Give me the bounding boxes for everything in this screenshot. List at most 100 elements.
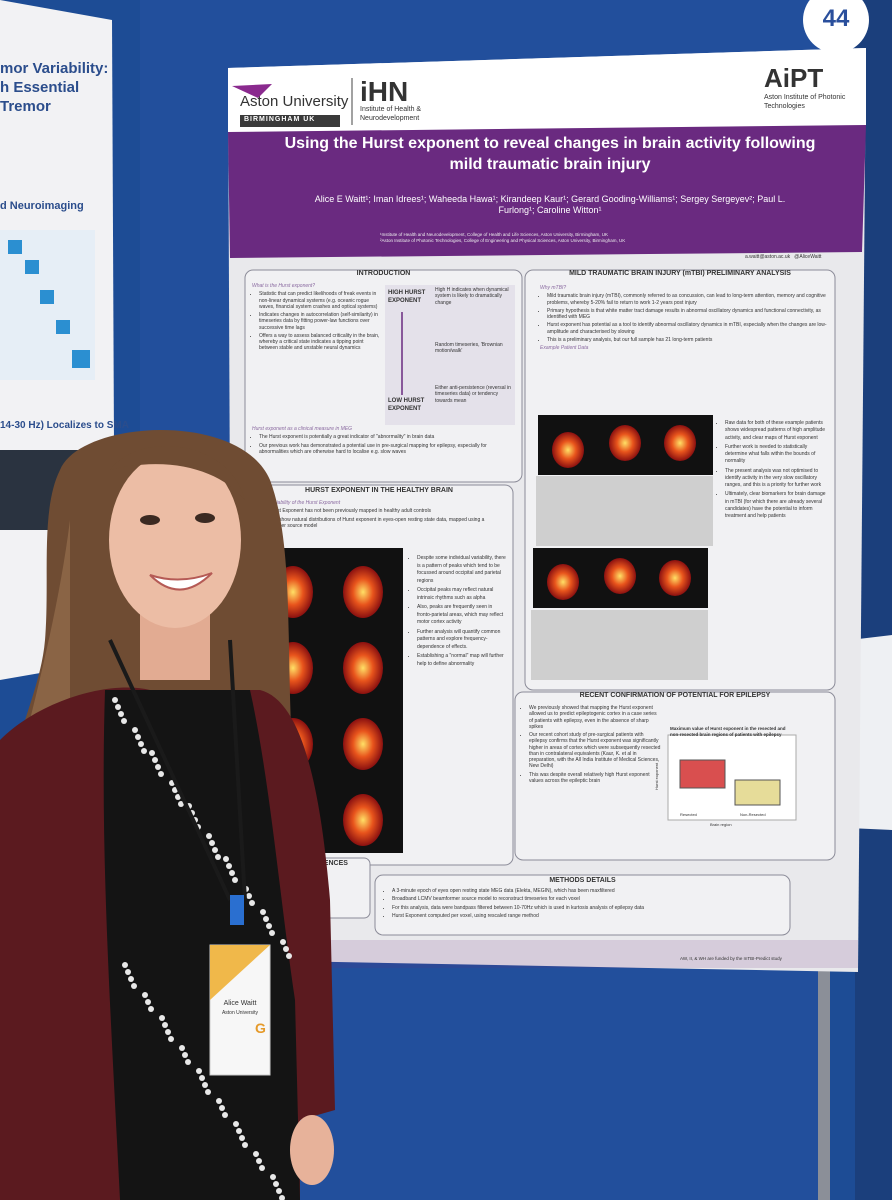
bullet: Primary hypothesis is that white matter … bbox=[547, 308, 830, 321]
subheading: Example Patient Data bbox=[540, 345, 589, 351]
contact: a.waitt@aston.ac.uk @AliceWaitt bbox=[745, 254, 821, 260]
flower bbox=[256, 1158, 262, 1164]
flower bbox=[131, 983, 137, 989]
flower bbox=[229, 870, 235, 876]
badge-org: Aston University bbox=[221, 1010, 259, 1016]
flower bbox=[270, 1174, 276, 1180]
heading: METHODS DETAILS bbox=[549, 877, 616, 884]
bullet-list: Statistic that can predict likelihoods o… bbox=[252, 291, 380, 351]
subheading: What is the Hurst exponent? bbox=[252, 283, 316, 289]
flower bbox=[148, 1006, 154, 1012]
bullet: This was despite overall relatively high… bbox=[529, 772, 662, 785]
flower bbox=[223, 856, 229, 862]
subheading: Why mTBI? bbox=[540, 285, 567, 291]
bullet-list: We previously showed that mapping the Hu… bbox=[522, 705, 662, 784]
brain-map bbox=[659, 560, 691, 596]
flower bbox=[206, 833, 212, 839]
bullet-list: Despite some individual variability, the… bbox=[410, 555, 508, 668]
bullet: Statistic that can predict likelihoods o… bbox=[259, 291, 380, 310]
flower bbox=[239, 1135, 245, 1141]
bullet: The Hurst Exponent has not been previous… bbox=[259, 508, 507, 514]
flower bbox=[112, 697, 118, 703]
badge-letter: G bbox=[255, 1020, 266, 1036]
left-poster-section: d Neuroimaging bbox=[0, 200, 84, 212]
flower bbox=[266, 923, 272, 929]
flower bbox=[283, 946, 289, 952]
bullet: Offers a way to assess balanced critical… bbox=[259, 333, 380, 352]
flower bbox=[175, 794, 181, 800]
email: a.waitt@aston.ac.uk bbox=[745, 254, 791, 260]
flower bbox=[263, 916, 269, 922]
plot-cat: Non-Resected bbox=[740, 812, 766, 817]
flower bbox=[226, 863, 232, 869]
flower bbox=[138, 741, 144, 747]
flower bbox=[162, 1022, 168, 1028]
bullet: Also, peaks are frequently seen in front… bbox=[417, 604, 508, 627]
ihn-logo: iHN bbox=[360, 76, 409, 107]
line: h Essential Tremor bbox=[0, 78, 80, 115]
diagram-low-text: Either anti-persistence (reversal in tim… bbox=[435, 385, 511, 404]
flower bbox=[269, 930, 275, 936]
bullet: The present analysis was not optimised t… bbox=[725, 468, 830, 490]
bullet-list: Raw data for both of these example patie… bbox=[718, 420, 830, 520]
bullet: Broadband LCMV beamformer source model t… bbox=[392, 896, 785, 902]
plot-x-label: Brain region bbox=[710, 822, 732, 827]
healthy-bullets: Despite some individual variability, the… bbox=[410, 555, 508, 670]
flower bbox=[179, 1045, 185, 1051]
bullet: The Hurst exponent is potentially a grea… bbox=[259, 434, 514, 440]
badge-name: Alice Waitt bbox=[223, 1000, 257, 1007]
bullet-list: Mild traumatic brain injury (mTBI), comm… bbox=[540, 293, 830, 343]
flower bbox=[280, 939, 286, 945]
flower bbox=[199, 1075, 205, 1081]
bullet: Establishing a "normal" map will further… bbox=[417, 653, 508, 668]
affiliation: ²Aston Institute of Photonic Technologie… bbox=[380, 237, 626, 243]
bullet: Hurst exponent has potential as a tool t… bbox=[547, 322, 830, 335]
affiliation: ¹Institute of Health and Neurodevelopmen… bbox=[380, 232, 609, 237]
flower bbox=[236, 1128, 242, 1134]
diagram-mid-text: Random timeseries, 'Brownian motion/walk… bbox=[435, 342, 503, 355]
flower bbox=[259, 1165, 265, 1171]
epilepsy-text: We previously showed that mapping the Hu… bbox=[522, 705, 662, 786]
flower bbox=[168, 1036, 174, 1042]
heading: INTRODUCTION bbox=[356, 270, 411, 277]
footer: AW, II, & WH are funded by the mTBI-Pred… bbox=[680, 956, 782, 961]
flower bbox=[216, 1098, 222, 1104]
flower bbox=[215, 854, 221, 860]
flower bbox=[209, 840, 215, 846]
flower bbox=[122, 962, 128, 968]
flower bbox=[149, 750, 155, 756]
flower bbox=[253, 1151, 259, 1157]
mtbi-side: Raw data for both of these example patie… bbox=[718, 420, 830, 522]
brain-map bbox=[343, 566, 383, 618]
ihn-sub: Institute of Health & Neurodevelopment bbox=[360, 106, 422, 122]
flower bbox=[142, 992, 148, 998]
brain-map bbox=[343, 794, 383, 846]
flower bbox=[249, 900, 255, 906]
bullet-list: A 3-minute epoch of eyes open resting st… bbox=[385, 888, 785, 919]
left-poster-title: mor Variability: h Essential Tremor bbox=[0, 60, 112, 116]
bullet: Hurst Exponent computed per voxel, using… bbox=[392, 913, 785, 919]
flower bbox=[202, 1082, 208, 1088]
affiliations: ¹Institute of Health and Neurodevelopmen… bbox=[380, 232, 800, 243]
flower bbox=[182, 1052, 188, 1058]
brain-map bbox=[604, 558, 636, 594]
flower bbox=[185, 1059, 191, 1065]
flower bbox=[158, 771, 164, 777]
flower bbox=[125, 969, 131, 975]
plot-cat: Resected bbox=[680, 812, 697, 817]
brain-map bbox=[547, 564, 579, 600]
heading: HURST EXPONENT IN THE HEALTHY BRAIN bbox=[305, 487, 453, 494]
line: mor Variability: bbox=[0, 60, 109, 77]
bullet: Further analysis will quantify common pa… bbox=[417, 629, 508, 652]
bullet: A 3-minute epoch of eyes open resting st… bbox=[392, 888, 785, 894]
bullet: We previously showed that mapping the Hu… bbox=[529, 705, 662, 730]
flower bbox=[115, 704, 121, 710]
flower bbox=[165, 1029, 171, 1035]
aipt-sub: Aston Institute of Photonic Technologies bbox=[764, 94, 846, 110]
diagram-high-text: High H indicates when dynamical system i… bbox=[435, 287, 509, 306]
methods-text: A 3-minute epoch of eyes open resting st… bbox=[385, 888, 785, 921]
aston-logo: Aston University bbox=[240, 93, 349, 110]
subheading: Hurst exponent as a clinical measure in … bbox=[252, 426, 353, 432]
flower bbox=[242, 1142, 248, 1148]
